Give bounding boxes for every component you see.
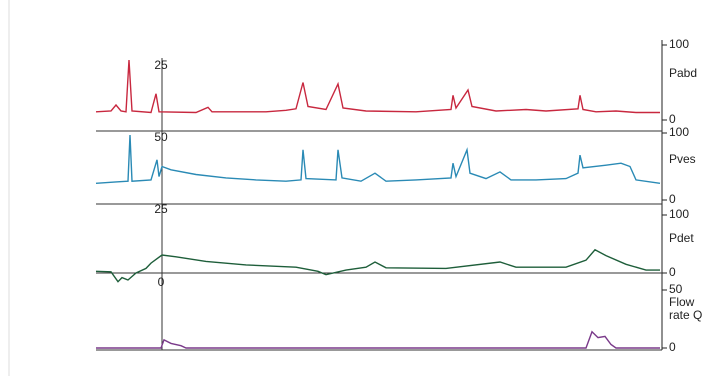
y-tick-label: 100 [669, 207, 689, 221]
y-tick-label: 0 [669, 265, 676, 279]
channel-label: Pdet [669, 231, 694, 245]
scale-marker-label: 50 [154, 130, 168, 144]
y-tick-label: 100 [669, 125, 689, 139]
trace [95, 59, 660, 114]
trace [96, 330, 660, 349]
y-tick-label: 0 [669, 192, 676, 206]
y-tick-label: 0 [669, 340, 676, 354]
scale-marker-label: 25 [154, 58, 168, 72]
channel-label: Flow rate Q [669, 295, 703, 322]
scale-marker-label: 0 [158, 275, 165, 289]
trace [95, 248, 660, 283]
y-tick-label: 0 [669, 112, 676, 126]
channel-label: Pves [669, 152, 696, 166]
y-tick-label: 100 [669, 37, 689, 51]
trace [95, 134, 661, 184]
channel-label: Pabd [669, 66, 698, 80]
scale-marker-label: 25 [154, 202, 168, 216]
y-tick-label: 50 [669, 282, 683, 296]
